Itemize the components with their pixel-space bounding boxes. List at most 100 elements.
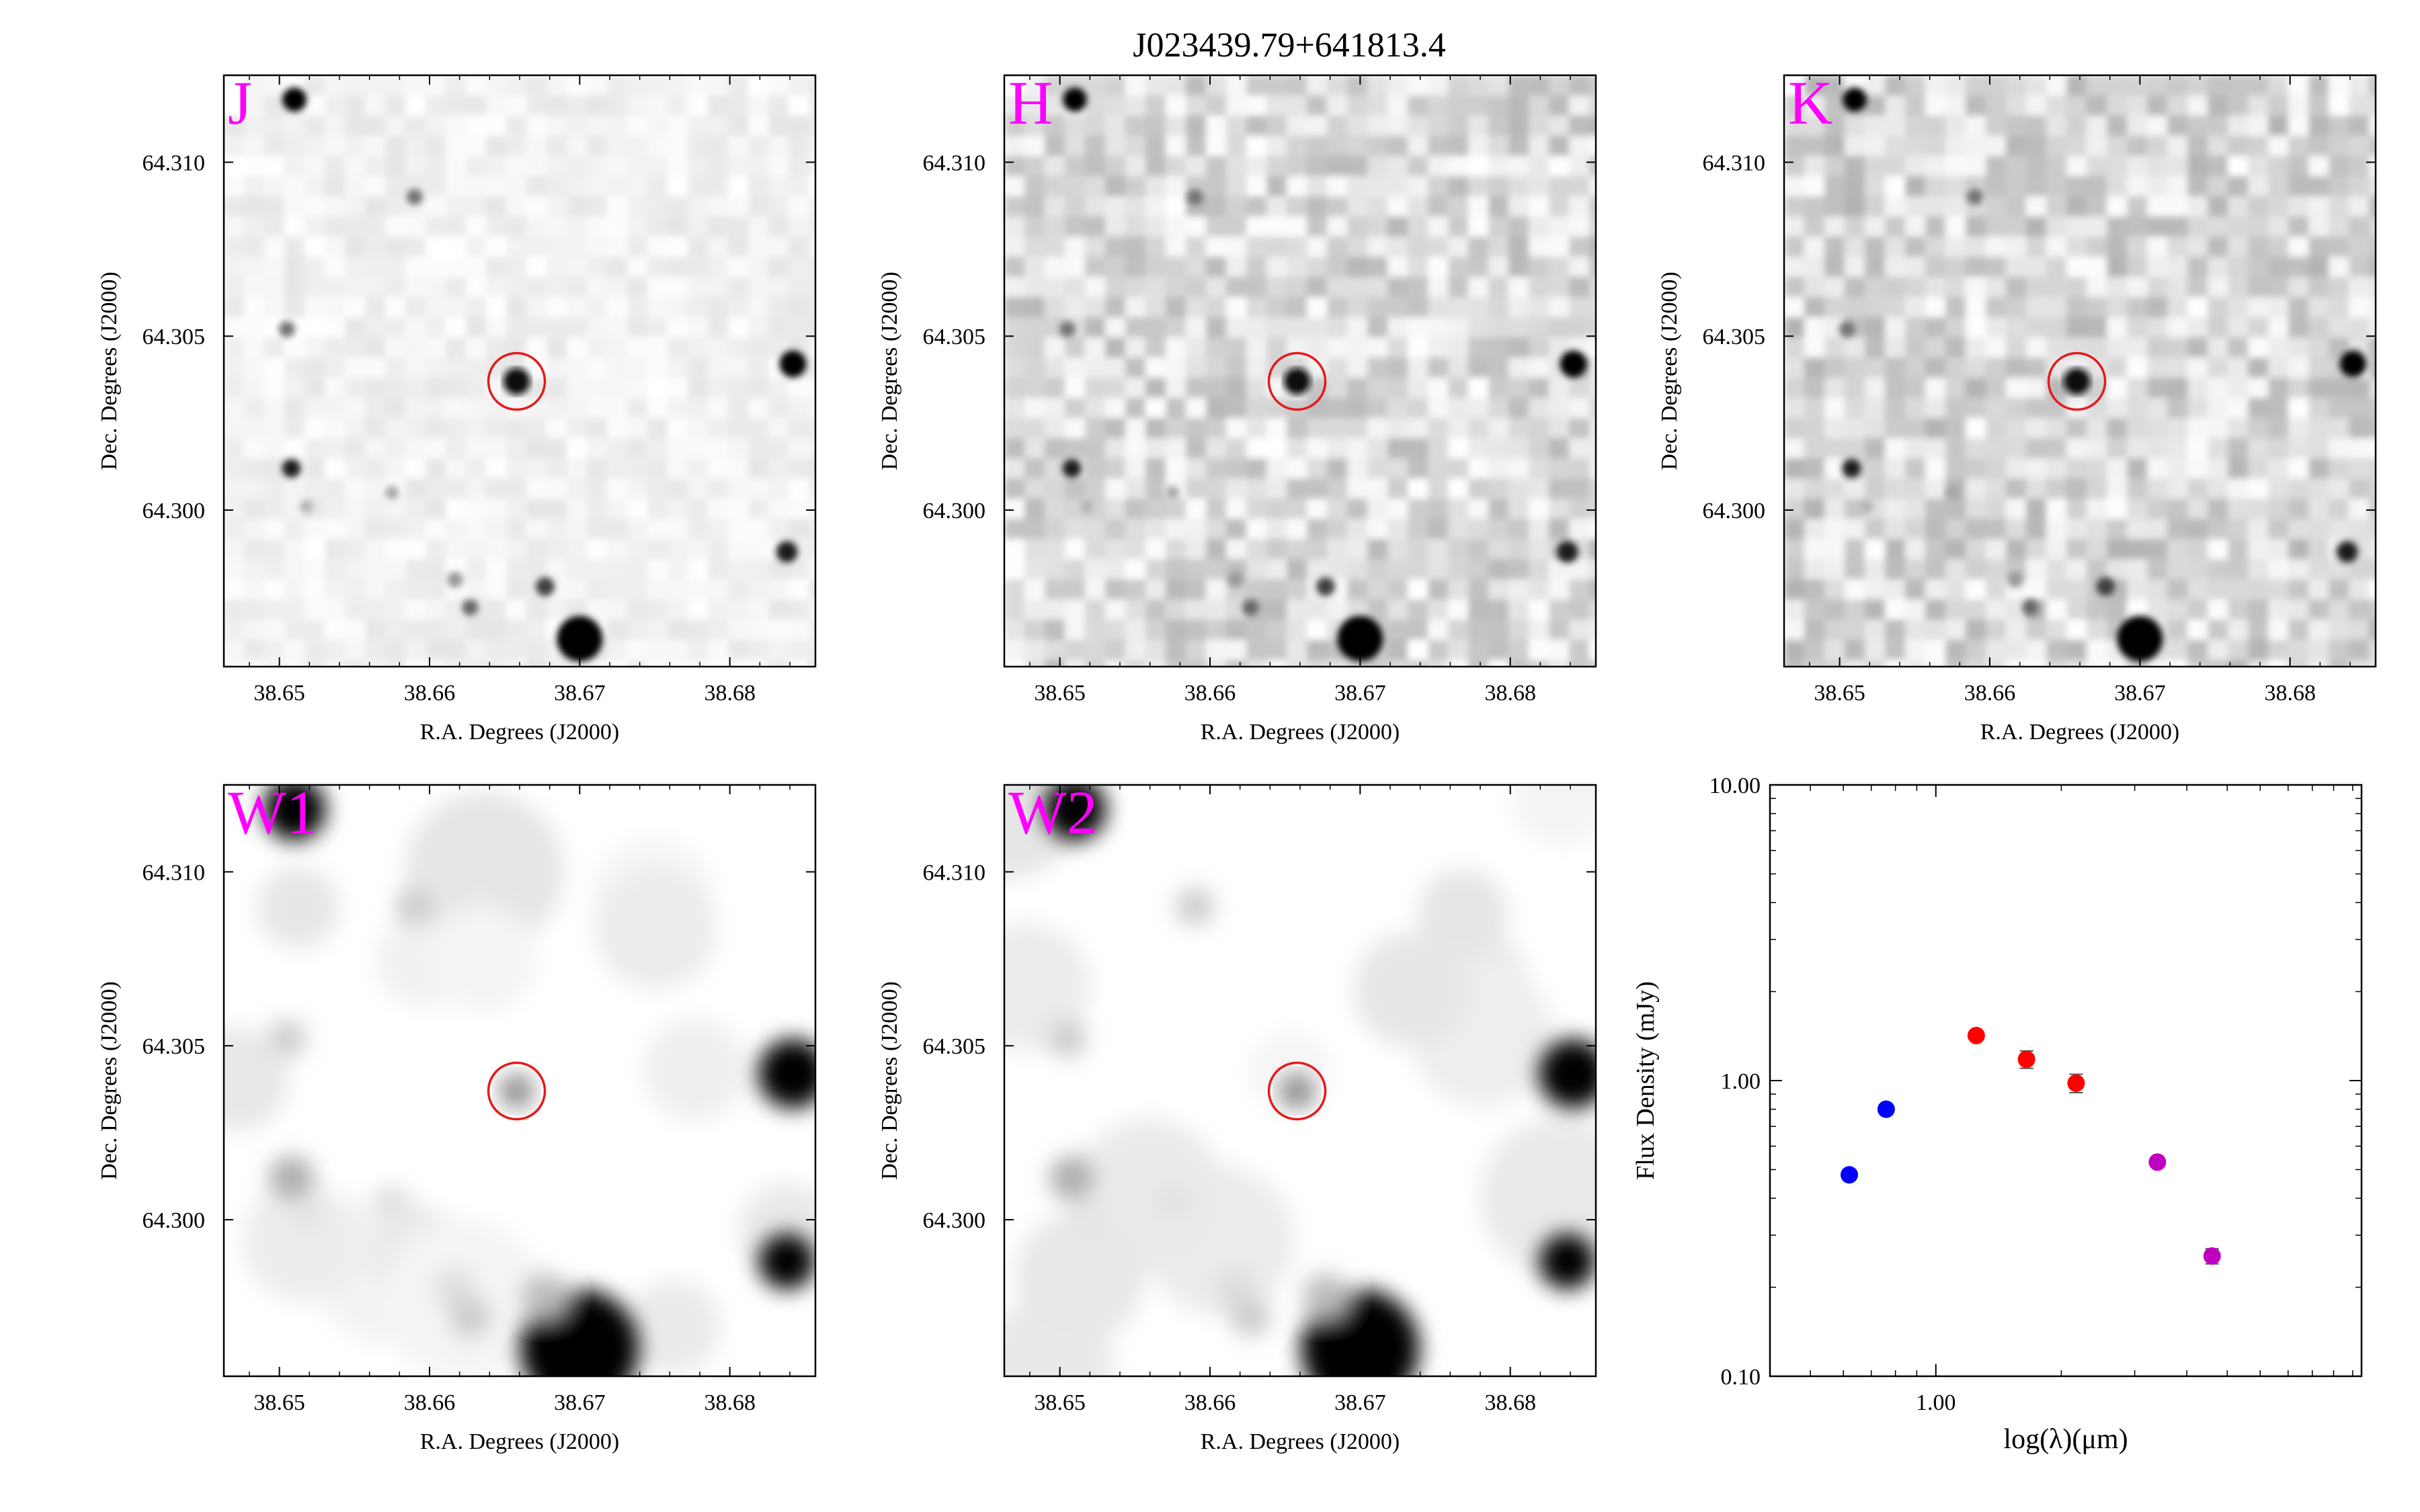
sky-noise-cell [728, 378, 749, 398]
sky-noise-cell [466, 297, 487, 318]
sky-noise-cell [1569, 559, 1590, 580]
sky-noise-cell [728, 640, 749, 661]
sky-noise-cell [1347, 237, 1368, 257]
sky-noise-cell [1166, 156, 1186, 177]
sky-noise-cell [1885, 257, 1906, 278]
sky-noise-cell [1307, 216, 1328, 237]
sky-noise-cell [2308, 136, 2329, 157]
field-star [1842, 87, 1867, 112]
sky-noise-cell [1287, 75, 1307, 96]
sky-noise-cell [1885, 277, 1906, 298]
sky-noise-cell [688, 317, 709, 338]
sky-noise-cell [748, 75, 769, 96]
sky-noise-cell [1468, 438, 1489, 459]
sky-noise-cell [1408, 579, 1428, 600]
sky-noise-cell [1387, 579, 1408, 600]
sky-noise-cell [607, 176, 628, 197]
sky-noise-cell [2268, 176, 2289, 197]
sky-noise-cell [1125, 579, 1146, 600]
sky-noise-cell [1105, 559, 1126, 580]
sky-noise-cell [2006, 257, 2027, 278]
sky-noise-cell [708, 499, 729, 519]
sky-noise-cell [1004, 116, 1025, 136]
sky-noise-cell [1428, 539, 1449, 560]
sky-noise-cell [627, 337, 648, 358]
sky-noise-cell [405, 75, 426, 96]
sky-noise-cell [748, 438, 769, 459]
sky-noise-cell [567, 257, 588, 278]
sky-noise-cell [2087, 277, 2107, 298]
sky-noise-cell [1246, 499, 1267, 519]
sky-noise-cell [1307, 640, 1328, 661]
sky-noise-cell [305, 136, 325, 157]
target-marker [2047, 351, 2107, 411]
sky-noise-cell [1045, 478, 1065, 499]
sky-noise-cell [1448, 317, 1469, 338]
sky-noise-cell [264, 176, 285, 197]
sky-noise-cell [2127, 257, 2148, 278]
sky-noise-cell [1865, 277, 1886, 298]
y-axis-label: Dec. Degrees (J2000) [1657, 271, 1682, 470]
sky-noise-cell [1488, 156, 1509, 177]
sky-noise-cell [728, 539, 749, 560]
sky-noise-cell [2066, 196, 2087, 217]
field-stars [263, 785, 815, 1376]
sky-noise-cell [809, 539, 815, 560]
sky-noise-cell [2066, 599, 2087, 620]
sky-noise-cell [2187, 478, 2208, 499]
sky-noise-cell [1865, 640, 1886, 661]
sky-noise-cell [2288, 156, 2309, 177]
sky-noise-cell [1824, 660, 1845, 667]
sky-noise-cell [2308, 156, 2329, 177]
sky-noise-cell [1529, 297, 1549, 318]
sky-noise-cell [1488, 237, 1509, 257]
sky-noise-cell [1549, 499, 1570, 519]
sky-noise-cell [2248, 196, 2269, 217]
sky-noise-cell [2167, 539, 2188, 560]
sky-noise-cell [668, 438, 688, 459]
sky-noise-cell [1549, 519, 1570, 540]
sky-noise-cell [708, 579, 729, 600]
sky-noise-cell [2369, 599, 2376, 620]
sky-noise-cell [1408, 216, 1428, 237]
sky-noise-cell [1925, 277, 1946, 298]
sky-noise-cell [1468, 156, 1489, 177]
sky-noise-cell [1845, 237, 1865, 257]
sky-noise-cell [1024, 337, 1045, 358]
sky-noise-cell [2066, 499, 2087, 519]
sky-noise-cell [1327, 660, 1348, 667]
sky-noise-cell [789, 599, 809, 620]
x-tick-label: 38.68 [2264, 681, 2316, 706]
sky-noise-cell [2147, 297, 2168, 318]
sky-noise-cell [607, 599, 628, 620]
sky-noise-cell [627, 620, 648, 640]
sky-noise-cell [365, 499, 386, 519]
sky-noise-blob [257, 866, 339, 949]
sky-noise-cell [2288, 75, 2309, 96]
sky-noise-cell [1885, 478, 1906, 499]
sky-noise-cell [1824, 257, 1845, 278]
sky-noise-cell [1589, 297, 1596, 318]
sky-noise-cell [466, 75, 487, 96]
sky-noise-cell [1408, 297, 1428, 318]
sky-noise-cell [668, 539, 688, 560]
sky-noise-cell [1529, 277, 1549, 298]
sky-noise-cell [1004, 297, 1025, 318]
sky-noise-cell [2147, 599, 2168, 620]
sky-noise-cell [1569, 257, 1590, 278]
sky-noise-cell [1845, 216, 1865, 237]
sky-noise-cell [627, 176, 648, 197]
sky-noise-cell [1246, 176, 1267, 197]
sky-noise-cell [325, 660, 346, 667]
sky-noise-cell [627, 75, 648, 96]
sky-noise-cell [1085, 196, 1106, 217]
sky-noise-cell [587, 539, 608, 560]
sky-noise-cell [1347, 539, 1368, 560]
sky-noise-cell [2369, 136, 2376, 157]
sky-noise-cell [1529, 499, 1549, 519]
sky-noise-cell [1966, 337, 1986, 358]
sky-noise-cell [345, 156, 366, 177]
sky-noise-cell [1367, 478, 1388, 499]
sky-noise-cell [2248, 458, 2269, 479]
sky-noise-cell [1246, 478, 1267, 499]
